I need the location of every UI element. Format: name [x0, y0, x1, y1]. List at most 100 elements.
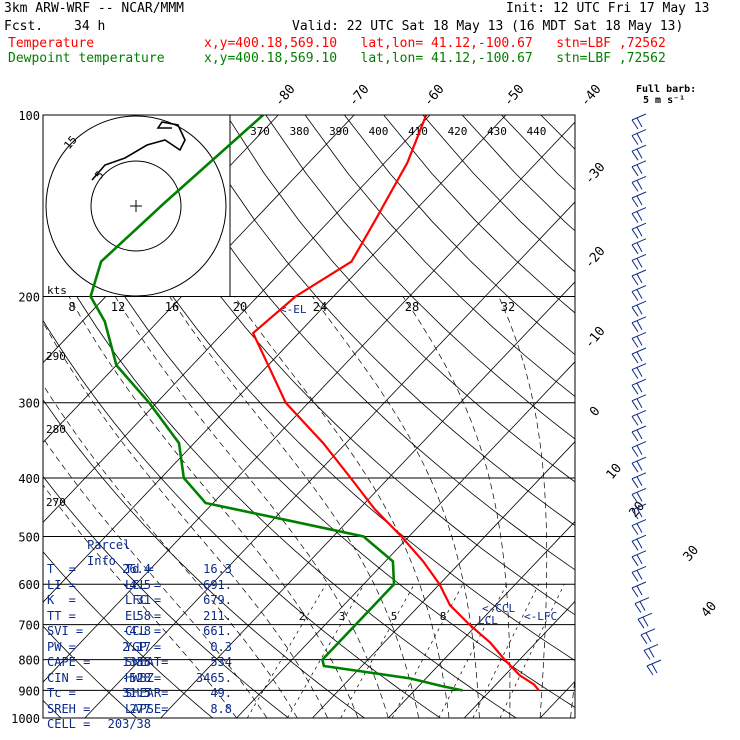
wind-barb-flag — [631, 135, 639, 145]
wind-barb — [631, 581, 647, 598]
plot-frame — [42, 114, 576, 719]
wind-barb-staff — [634, 597, 650, 605]
mixing-ratio-label: 3 — [339, 610, 346, 623]
init-time: Init: 12 UTC Fri 17 May 13 — [506, 1, 710, 16]
mixing-ratio-line — [340, 584, 415, 718]
wind-barb — [631, 425, 647, 442]
wind-barb-staff — [631, 269, 647, 277]
wind-barb-flag — [636, 336, 643, 346]
wind-barb-staff — [631, 175, 647, 183]
wind-barb-flag — [646, 665, 654, 676]
wind-barb-staff — [631, 534, 647, 542]
pressure-label: 700 — [18, 619, 40, 633]
wind-barb-staff — [631, 253, 647, 261]
isotherm-label: 10 — [604, 461, 626, 483]
wind-barb — [631, 441, 647, 457]
parcel-param-label: HWBZ= — [125, 670, 162, 685]
wind-barb-flag — [631, 369, 639, 379]
theta-label: 270 — [46, 496, 66, 509]
hodograph-trace — [91, 121, 186, 181]
wind-barb-staff — [631, 129, 647, 137]
isotherm-label: 40 — [699, 599, 721, 621]
pressure-label: 1000 — [11, 712, 40, 726]
wind-barb-flag — [640, 634, 648, 645]
parcel-param-label: LI = — [47, 577, 76, 592]
wind-barb-flag — [636, 351, 643, 362]
wind-barb-staff — [631, 363, 647, 371]
hodograph-ring — [90, 160, 182, 252]
wind-barb-staff — [631, 425, 647, 433]
pressure-label: 800 — [18, 654, 40, 668]
parcel-param-value: -528 — [122, 670, 151, 685]
hodograph-speed-label: 28 — [405, 300, 419, 314]
wind-barb-flag — [631, 182, 639, 192]
isotherm-line — [311, 441, 575, 718]
wind-barb-flag — [636, 164, 643, 175]
dewpoint-location: x,y=400.18,569.10 lat,lon= 41.12,-100.67… — [204, 51, 666, 66]
wind-barb-flag — [636, 507, 643, 518]
hodograph-speed-label: 16 — [165, 300, 179, 314]
wind-barb-flag — [636, 133, 643, 143]
wind-barb-flag — [631, 338, 639, 348]
wind-barb-staff — [640, 628, 656, 636]
moist-adiabat-line — [43, 384, 298, 718]
wind-barb-flag — [637, 618, 645, 629]
wind-barb-staff — [631, 347, 647, 355]
wind-barb-staff — [631, 550, 647, 558]
pressure-label: 500 — [18, 530, 40, 544]
wind-barb — [631, 363, 647, 379]
wind-barb — [631, 144, 647, 161]
dry-adiabat-line — [186, 115, 575, 526]
dry-adiabat-line — [580, 115, 740, 731]
parcel-param-label: CAPE = — [47, 655, 91, 669]
wind-barb-flag — [636, 554, 643, 565]
parcel-param-value: 16.3 — [203, 562, 232, 576]
dry-adiabat-line — [226, 115, 575, 483]
isotherm-label: -60 — [421, 82, 448, 110]
parcel-param-value: 31 — [136, 593, 151, 607]
wind-barb-flag — [631, 228, 639, 239]
wind-barb-staff — [631, 207, 647, 215]
level-marker-ccl: <-CCL — [482, 602, 515, 615]
wind-barb — [631, 394, 647, 411]
wind-barb-flag — [636, 180, 643, 190]
theta-label: 430 — [487, 125, 507, 138]
moist-adiabat-line — [234, 296, 450, 718]
parcel-param-value: 8.8 — [210, 701, 232, 716]
wind-barb — [631, 300, 647, 317]
theta-label: 370 — [250, 125, 270, 138]
moist-adiabat-line — [114, 296, 389, 718]
wind-barb-staff — [631, 581, 647, 589]
dry-adiabat-line — [659, 115, 740, 731]
moist-adiabat-line — [570, 675, 575, 718]
wind-barb — [631, 472, 647, 489]
wind-barb — [631, 378, 647, 395]
parcel-param-label: Td = — [125, 562, 154, 576]
isotherm-label: -50 — [501, 82, 528, 110]
theta-label: 390 — [329, 125, 349, 138]
isotherm-line — [387, 520, 575, 718]
parcel-param-label: SVI = — [47, 624, 84, 638]
wind-barb — [631, 456, 647, 473]
wind-barb-flag — [636, 367, 643, 377]
wind-barb-staff — [631, 144, 647, 152]
wind-barb-staff — [631, 113, 647, 121]
parcel-param-label: SREH = — [47, 701, 91, 716]
wind-barb-flag — [636, 242, 643, 253]
temperature-profile — [251, 115, 540, 692]
barb-scale-units: 5 m s⁻¹ — [643, 95, 685, 106]
wind-barb — [643, 643, 659, 660]
wind-barb-flag — [636, 492, 643, 502]
isotherm-line — [84, 201, 575, 718]
isotherm-label: -10 — [582, 324, 609, 352]
dry-adiabat-line — [108, 115, 575, 616]
wind-barb-flag — [651, 663, 658, 674]
wind-barb-flag — [636, 226, 643, 237]
isotherm-label: -80 — [272, 82, 299, 110]
wind-barb-flag — [631, 384, 639, 395]
dry-adiabat-line — [43, 144, 575, 708]
theta-label: 290 — [46, 350, 66, 363]
wind-barb — [646, 659, 662, 676]
wind-barb — [631, 487, 647, 504]
